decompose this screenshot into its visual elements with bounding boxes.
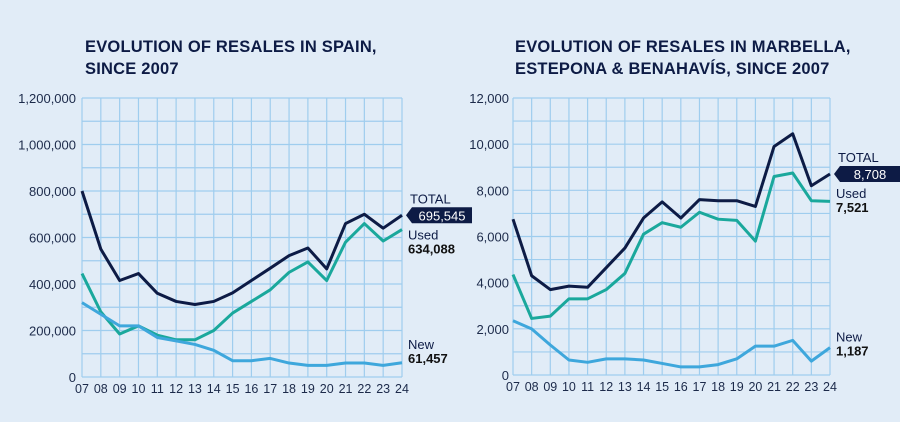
series-line-used (80, 222, 403, 342)
x-tick-label: 12 (599, 380, 613, 394)
series-line-total (511, 132, 831, 292)
title-line: EVOLUTION OF RESALES IN SPAIN, (85, 38, 377, 56)
series-line-total (80, 190, 403, 306)
x-tick-label: 18 (282, 382, 296, 396)
y-tick-label: 1,000,000 (18, 138, 76, 153)
x-tick-label: 17 (263, 382, 277, 396)
legend-total-name: TOTAL (838, 150, 879, 165)
x-tick-label: 19 (730, 380, 744, 394)
x-tick-label: 11 (581, 380, 594, 394)
x-tick-label: 11 (151, 382, 164, 396)
x-tick-label: 24 (395, 382, 409, 396)
x-tick-label: 23 (376, 382, 390, 396)
total-value-badge (406, 207, 472, 224)
x-tick-label: 16 (674, 380, 688, 394)
y-tick-label: 800,000 (29, 184, 76, 199)
x-tick-label: 15 (655, 380, 669, 394)
x-tick-label: 15 (226, 382, 240, 396)
legend-total-value: 695,545 (419, 208, 466, 223)
x-tick-label: 21 (767, 380, 781, 394)
chart-0: 0 200,000 400,000 600,000 800,000 1,000,000 1,… (18, 91, 472, 396)
x-tick-label: 24 (823, 380, 837, 394)
legend-used-value: 634,088 (408, 241, 455, 256)
chart-title-marbella: EVOLUTION OF RESALES IN MARBELLA, ESTEPO… (515, 36, 851, 80)
x-tick-label: 23 (804, 380, 818, 394)
x-tick-label: 20 (748, 380, 762, 394)
x-tick-label: 09 (543, 380, 557, 394)
y-tick-label: 6,000 (476, 230, 509, 245)
x-tick-label: 22 (357, 382, 371, 396)
y-tick-label: 4,000 (476, 276, 509, 291)
total-value-badge (834, 165, 900, 182)
legend-total-name: TOTAL (410, 191, 451, 206)
x-tick-label: 21 (339, 382, 353, 396)
y-tick-label: 8,000 (476, 183, 509, 198)
legend-new-value: 61,457 (408, 351, 448, 366)
x-tick-label: 07 (506, 380, 520, 394)
x-tick-label: 13 (188, 382, 202, 396)
legend-used-name: Used (408, 227, 438, 242)
title-line: EVOLUTION OF RESALES IN MARBELLA, (515, 38, 851, 56)
x-tick-label: 08 (525, 380, 539, 394)
legend-used-value: 7,521 (836, 200, 869, 215)
x-tick-label: 09 (113, 382, 127, 396)
title-line: SINCE 2007 (85, 60, 179, 78)
x-tick-label: 20 (320, 382, 334, 396)
legend-new-name: New (836, 330, 863, 345)
x-tick-label: 07 (75, 382, 89, 396)
x-tick-label: 10 (132, 382, 146, 396)
x-tick-label: 16 (244, 382, 258, 396)
y-tick-label: 0 (502, 368, 509, 383)
legend-total-value: 8,708 (854, 167, 887, 182)
series-line-new (512, 319, 831, 369)
chart-title-spain: EVOLUTION OF RESALES IN SPAIN, SINCE 200… (85, 36, 377, 80)
y-tick-label: 400,000 (29, 277, 76, 292)
y-tick-label: 600,000 (29, 231, 76, 246)
x-tick-label: 14 (207, 382, 221, 396)
y-tick-label: 200,000 (29, 324, 76, 339)
x-tick-label: 17 (693, 380, 707, 394)
x-tick-label: 18 (711, 380, 725, 394)
x-tick-label: 14 (637, 380, 651, 394)
y-tick-label: 1,200,000 (18, 91, 76, 106)
legend-used-name: Used (836, 186, 866, 201)
series-line-used (511, 171, 831, 320)
x-tick-label: 08 (94, 382, 108, 396)
y-tick-label: 0 (69, 370, 76, 385)
legend-new-value: 1,187 (836, 344, 869, 359)
y-tick-label: 10,000 (469, 137, 509, 152)
title-line: ESTEPONA & BENAHAVÍS, SINCE 2007 (515, 60, 830, 78)
y-tick-label: 12,000 (469, 91, 509, 106)
series-line-new (81, 301, 403, 367)
x-tick-label: 22 (786, 380, 800, 394)
y-tick-label: 2,000 (476, 322, 509, 337)
chart-1: 0 2,000 4,000 6,000 8,000 10,000 12,000 07 08 09 1… (469, 91, 900, 394)
x-tick-label: 10 (562, 380, 576, 394)
x-tick-label: 12 (169, 382, 183, 396)
x-tick-label: 19 (301, 382, 315, 396)
legend-new-name: New (408, 337, 435, 352)
x-tick-label: 13 (618, 380, 632, 394)
